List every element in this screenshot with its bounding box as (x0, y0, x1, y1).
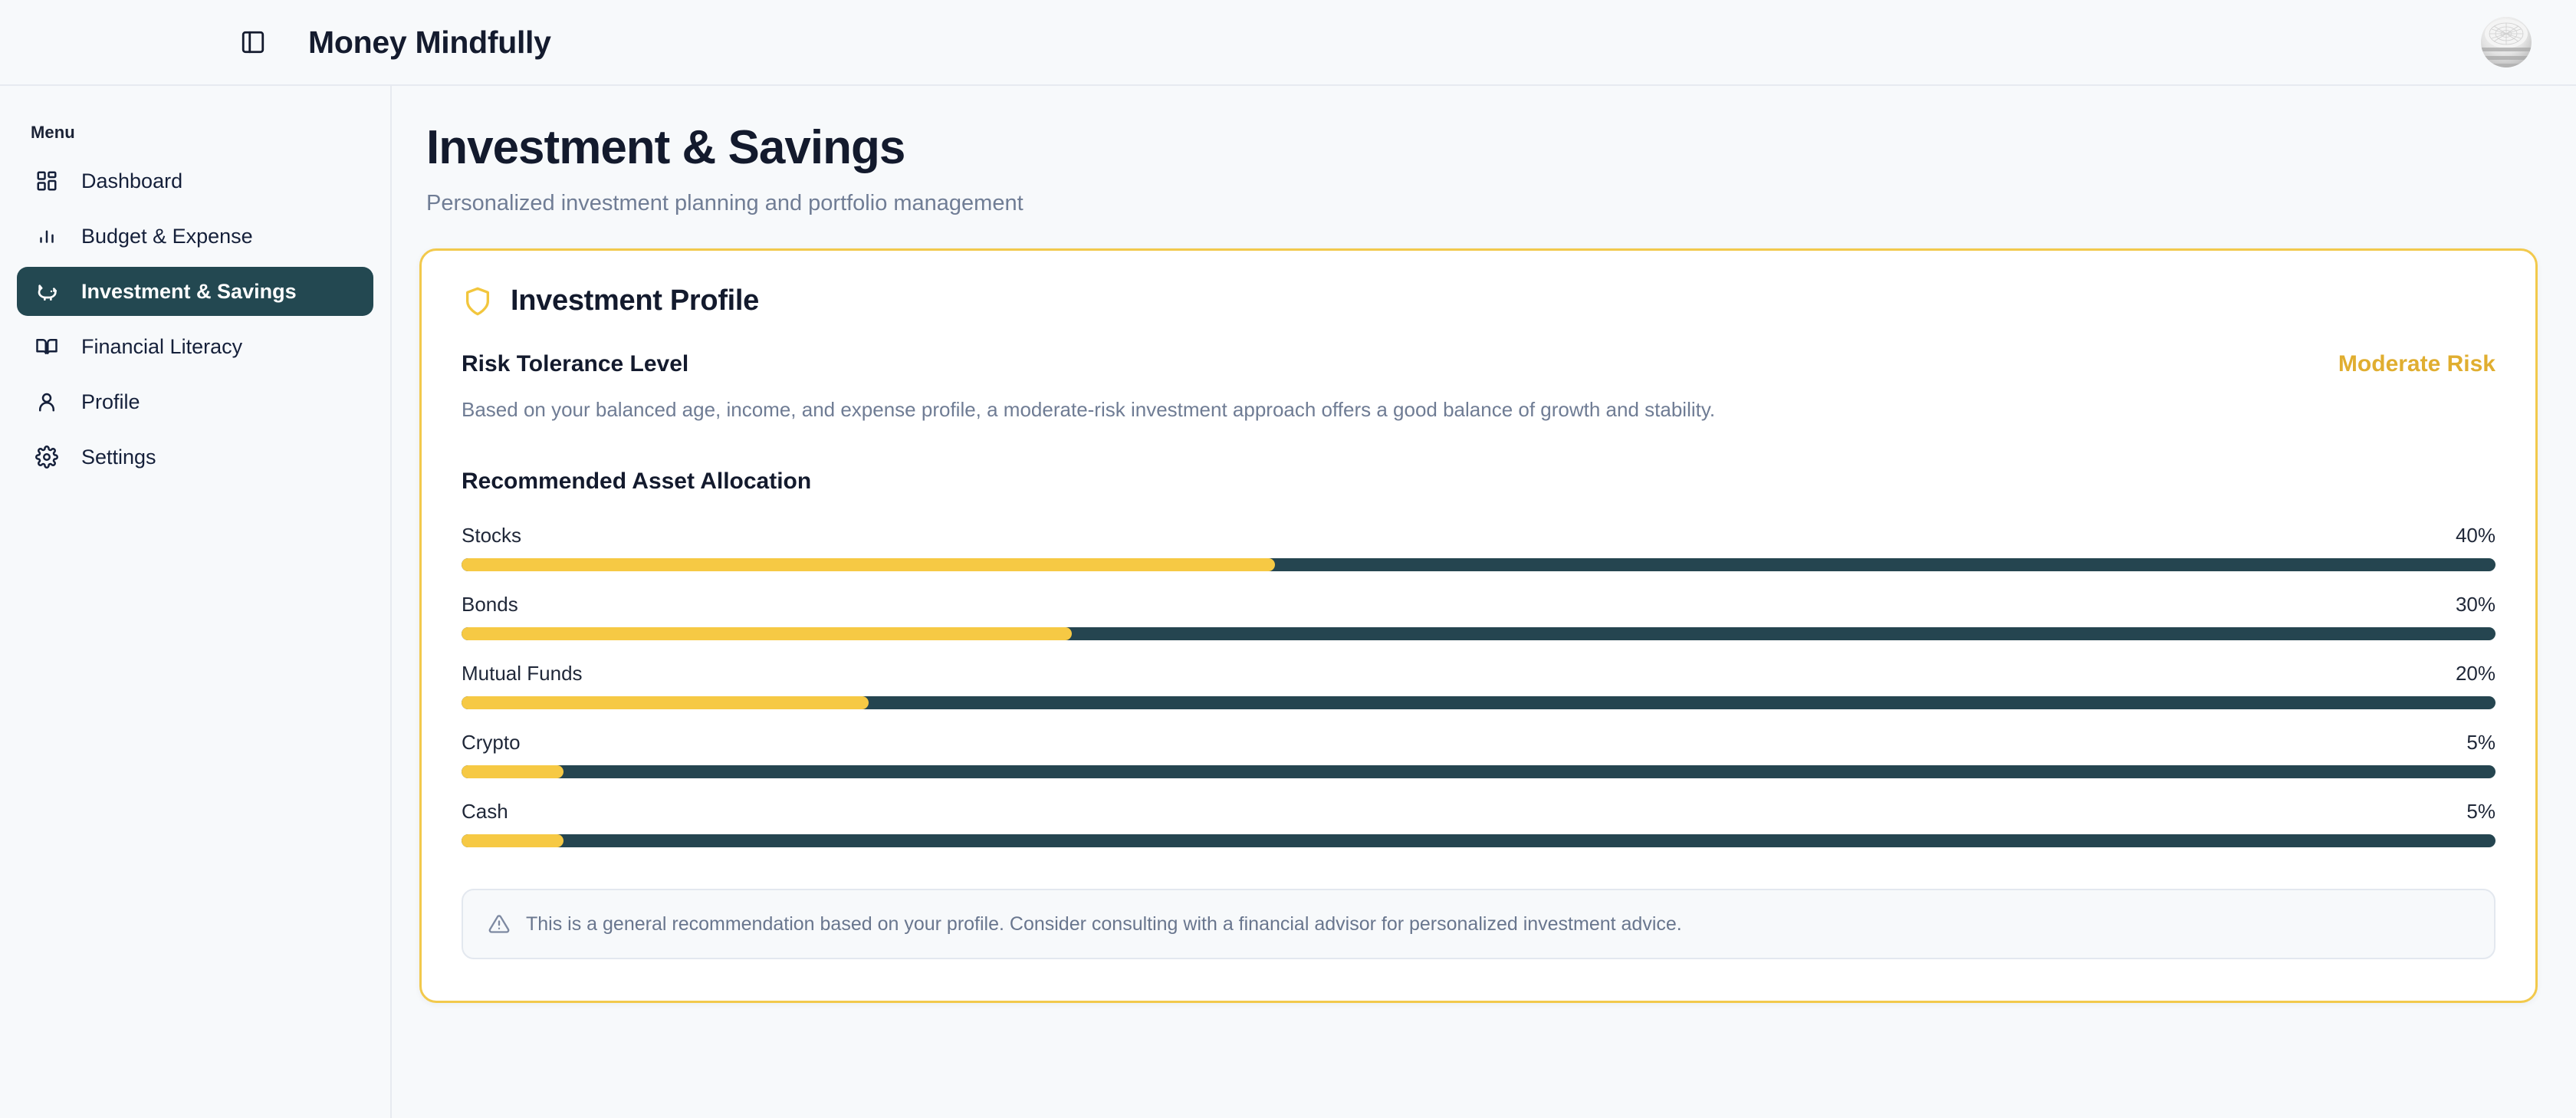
allocation-name: Mutual Funds (462, 661, 583, 685)
book-open-icon (34, 334, 60, 360)
allocation-row: Cash 5% (462, 800, 2496, 847)
allocation-name: Bonds (462, 592, 518, 616)
allocation-bar-fill (462, 765, 564, 778)
user-icon (34, 389, 60, 415)
allocation-row-head: Mutual Funds 20% (462, 662, 2496, 686)
allocation-percent: 30% (2455, 592, 2496, 616)
risk-tolerance-label: Risk Tolerance Level (462, 351, 689, 377)
sidebar-item-label: Dashboard (81, 169, 183, 192)
allocation-percent: 5% (2466, 730, 2496, 754)
allocation-bar-track (462, 765, 2496, 778)
bar-chart-icon (34, 223, 60, 249)
allocation-bar-track (462, 834, 2496, 847)
top-bar-right (2481, 17, 2532, 67)
main-content: Investment & Savings Personalized invest… (392, 86, 2576, 1118)
allocation-row: Bonds 30% (462, 593, 2496, 640)
sidebar-item-label: Investment & Savings (81, 279, 297, 303)
card-header: Investment Profile (462, 284, 2496, 317)
risk-description: Based on your balanced age, income, and … (462, 398, 1716, 422)
sidebar: Menu Dashboard (0, 86, 392, 1118)
sidebar-item-label: Budget & Expense (81, 224, 253, 248)
top-bar-left: Money Mindfully (0, 24, 551, 60)
page-subtitle: Personalized investment planning and por… (426, 191, 1024, 216)
allocation-percent: 5% (2466, 799, 2496, 823)
allocation-row: Mutual Funds 20% (462, 662, 2496, 709)
allocation-name: Cash (462, 799, 508, 823)
asset-allocation-title: Recommended Asset Allocation (462, 468, 812, 494)
allocation-row-head: Crypto 5% (462, 731, 2496, 755)
allocation-row-head: Stocks 40% (462, 524, 2496, 547)
shield-icon (462, 285, 494, 317)
page-title: Investment & Savings (426, 121, 905, 174)
allocation-bar-track (462, 626, 2496, 640)
piggy-bank-icon (34, 278, 60, 304)
allocation-percent: 20% (2455, 661, 2496, 685)
sidebar-nav: Dashboard Budget & Expense (17, 156, 373, 482)
sidebar-toggle-icon[interactable] (238, 27, 268, 58)
sidebar-item-profile[interactable]: Profile (17, 377, 373, 426)
allocation-percent: 40% (2455, 523, 2496, 547)
sidebar-item-settings[interactable]: Settings (17, 432, 373, 482)
sidebar-item-dashboard[interactable]: Dashboard (17, 156, 373, 206)
allocation-row-head: Cash 5% (462, 800, 2496, 824)
sidebar-item-label: Profile (81, 390, 140, 413)
risk-tolerance-row: Risk Tolerance Level Moderate Risk (462, 351, 2496, 377)
asset-allocation-list: Stocks 40% Bonds 30% (462, 524, 2496, 847)
disclaimer-text: This is a general recommendation based o… (526, 912, 1682, 935)
warning-triangle-icon (488, 912, 511, 936)
allocation-name: Stocks (462, 523, 522, 547)
allocation-bar-fill (462, 557, 1276, 571)
allocation-row: Crypto 5% (462, 731, 2496, 778)
disclaimer-note: This is a general recommendation based o… (462, 888, 2496, 960)
allocation-row-head: Bonds 30% (462, 593, 2496, 617)
sidebar-item-label: Financial Literacy (81, 334, 243, 358)
sidebar-menu-label: Menu (31, 123, 75, 142)
allocation-bar-track (462, 557, 2496, 571)
sidebar-item-label: Settings (81, 445, 156, 469)
grid-icon (34, 168, 60, 194)
allocation-bar-fill (462, 626, 1072, 640)
body-layout: Menu Dashboard (0, 86, 2576, 1118)
sidebar-item-financial-literacy[interactable]: Financial Literacy (17, 322, 373, 371)
card-title: Investment Profile (511, 284, 760, 317)
allocation-bar-fill (462, 695, 869, 709)
allocation-row: Stocks 40% (462, 524, 2496, 571)
top-bar: Money Mindfully (0, 0, 2576, 86)
allocation-name: Crypto (462, 730, 521, 754)
sidebar-item-investment-savings[interactable]: Investment & Savings (17, 267, 373, 316)
gear-icon (34, 444, 60, 470)
app-title: Money Mindfully (308, 24, 551, 60)
risk-level-badge: Moderate Risk (2338, 351, 2496, 377)
sidebar-item-budget-expense[interactable]: Budget & Expense (17, 212, 373, 261)
investment-profile-card: Investment Profile Risk Tolerance Level … (419, 248, 2538, 1004)
allocation-bar-track (462, 695, 2496, 709)
allocation-bar-fill (462, 834, 564, 847)
avatar[interactable] (2481, 17, 2532, 67)
